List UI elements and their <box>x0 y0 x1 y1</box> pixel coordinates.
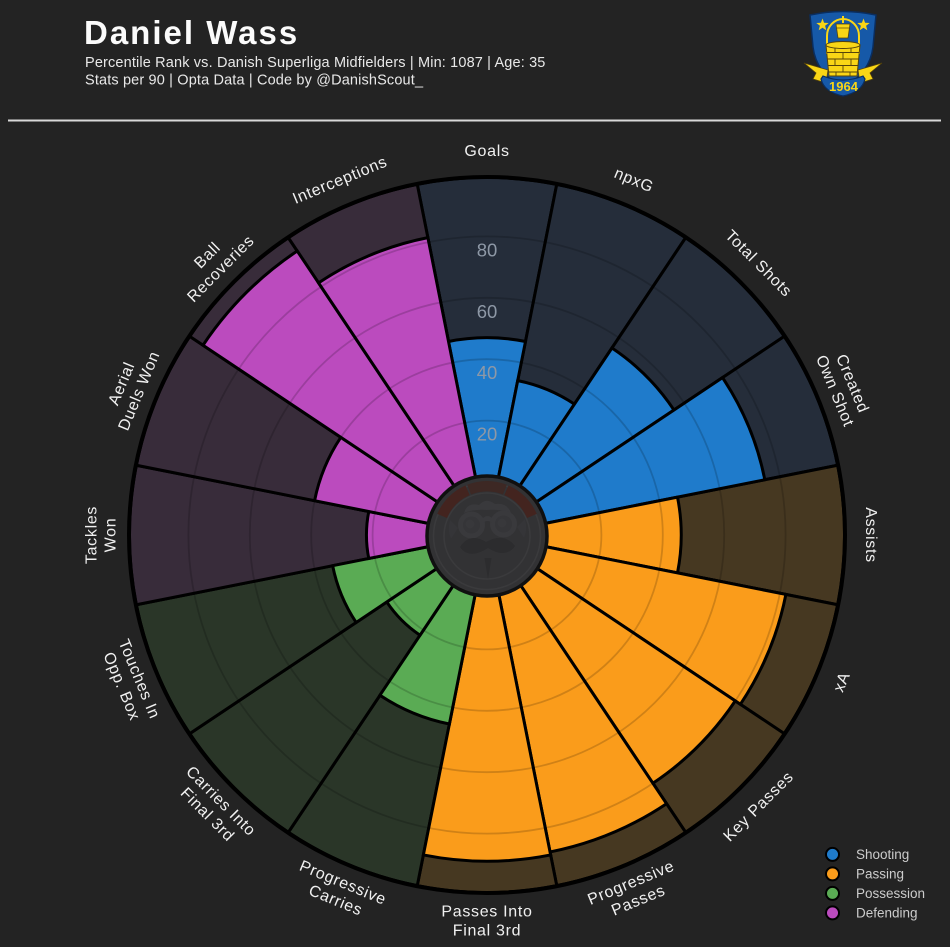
svg-text:80: 80 <box>477 239 498 260</box>
svg-text:xA: xA <box>830 669 853 694</box>
svg-text:Percentile Rank vs. Danish Sup: Percentile Rank vs. Danish Superliga Mid… <box>85 55 546 71</box>
svg-text:Passes IntoFinal 3rd: Passes Into Final 3rd <box>441 903 532 939</box>
svg-text:Shooting: Shooting <box>856 847 909 862</box>
svg-text:60: 60 <box>477 301 498 322</box>
svg-text:20: 20 <box>477 424 498 445</box>
svg-text:Passing: Passing <box>856 866 904 881</box>
svg-text:Assists: Assists <box>863 507 880 563</box>
svg-text:1964: 1964 <box>829 79 859 94</box>
svg-text:Daniel Wass: Daniel Wass <box>84 14 299 51</box>
svg-text:Stats per 90 | Opta Data | Cod: Stats per 90 | Opta Data | Code by @Dani… <box>85 73 424 89</box>
svg-text:40: 40 <box>477 362 498 383</box>
svg-text:Goals: Goals <box>464 143 509 160</box>
svg-text:Possession: Possession <box>856 886 925 901</box>
svg-text:Defending: Defending <box>856 905 918 920</box>
